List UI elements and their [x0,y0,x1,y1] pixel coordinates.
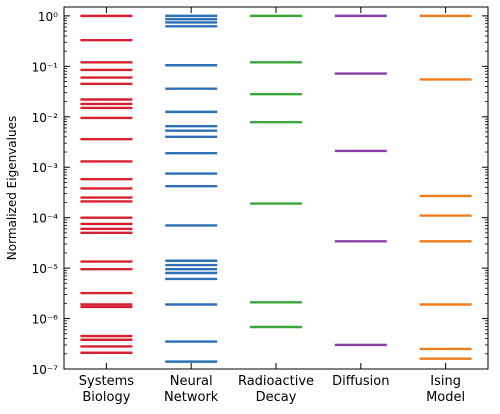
y-axis-ticks: 10⁰ 10⁻¹ 10⁻² 10⁻³ 10⁻⁴ 10⁻⁵ 10⁻⁶ 10⁻⁷ [32,10,488,377]
y-tick-label: 10⁻⁴ [32,212,59,226]
category-label-line1: Diffusion [332,374,389,389]
y-tick-label: 10⁻¹ [32,60,59,74]
category-label-line2: Decay [256,390,297,405]
category-label-line2: Biology [82,390,130,405]
y-tick-label: 10⁻⁷ [32,363,59,377]
category-label-line1: Systems [79,374,134,389]
y-tick-label: 10⁻² [32,111,59,125]
category-label-line2: Network [164,390,219,405]
y-tick-label: 10⁻³ [32,161,59,175]
y-tick-label: 10⁻⁶ [32,313,59,327]
category-label-line1: Radioactive [238,374,314,389]
category-label-line1: Neural [170,374,213,389]
category-label-line2: Model [426,390,465,405]
y-axis-title: Normalized Eigenvalues [5,116,19,260]
category-label-line1: Ising [430,374,461,389]
y-tick-label: 10⁻⁵ [32,262,59,276]
y-tick-label: 10⁰ [38,10,58,24]
eigenvalue-marks [80,14,472,363]
